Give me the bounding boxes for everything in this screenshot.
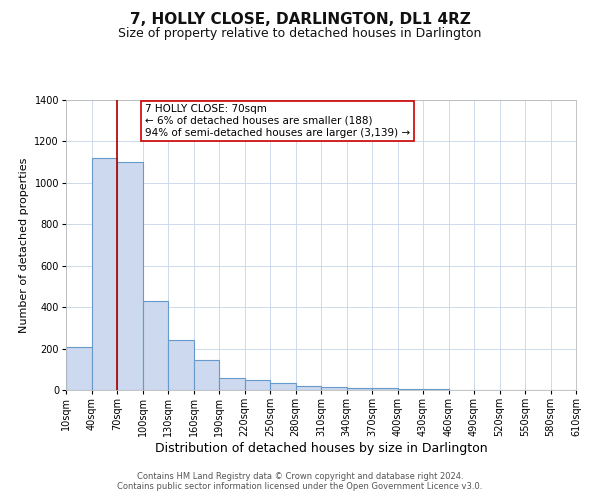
Bar <box>270 383 296 390</box>
X-axis label: Distribution of detached houses by size in Darlington: Distribution of detached houses by size … <box>155 442 487 455</box>
Bar <box>193 360 219 390</box>
Bar <box>372 388 398 390</box>
Text: Size of property relative to detached houses in Darlington: Size of property relative to detached ho… <box>118 28 482 40</box>
Text: Contains public sector information licensed under the Open Government Licence v3: Contains public sector information licen… <box>118 482 482 491</box>
Bar <box>398 389 423 390</box>
Text: 7, HOLLY CLOSE, DARLINGTON, DL1 4RZ: 7, HOLLY CLOSE, DARLINGTON, DL1 4RZ <box>130 12 470 28</box>
Bar <box>245 380 270 390</box>
Text: 7 HOLLY CLOSE: 70sqm
← 6% of detached houses are smaller (188)
94% of semi-detac: 7 HOLLY CLOSE: 70sqm ← 6% of detached ho… <box>145 104 410 138</box>
Bar <box>168 340 193 390</box>
Bar <box>347 388 372 390</box>
Bar <box>219 378 245 390</box>
Bar <box>296 386 321 390</box>
Text: Contains HM Land Registry data © Crown copyright and database right 2024.: Contains HM Land Registry data © Crown c… <box>137 472 463 481</box>
Bar <box>143 301 168 390</box>
Bar <box>91 158 117 390</box>
Bar <box>66 346 91 390</box>
Bar <box>423 389 449 390</box>
Y-axis label: Number of detached properties: Number of detached properties <box>19 158 29 332</box>
Bar <box>321 387 347 390</box>
Bar <box>117 162 143 390</box>
